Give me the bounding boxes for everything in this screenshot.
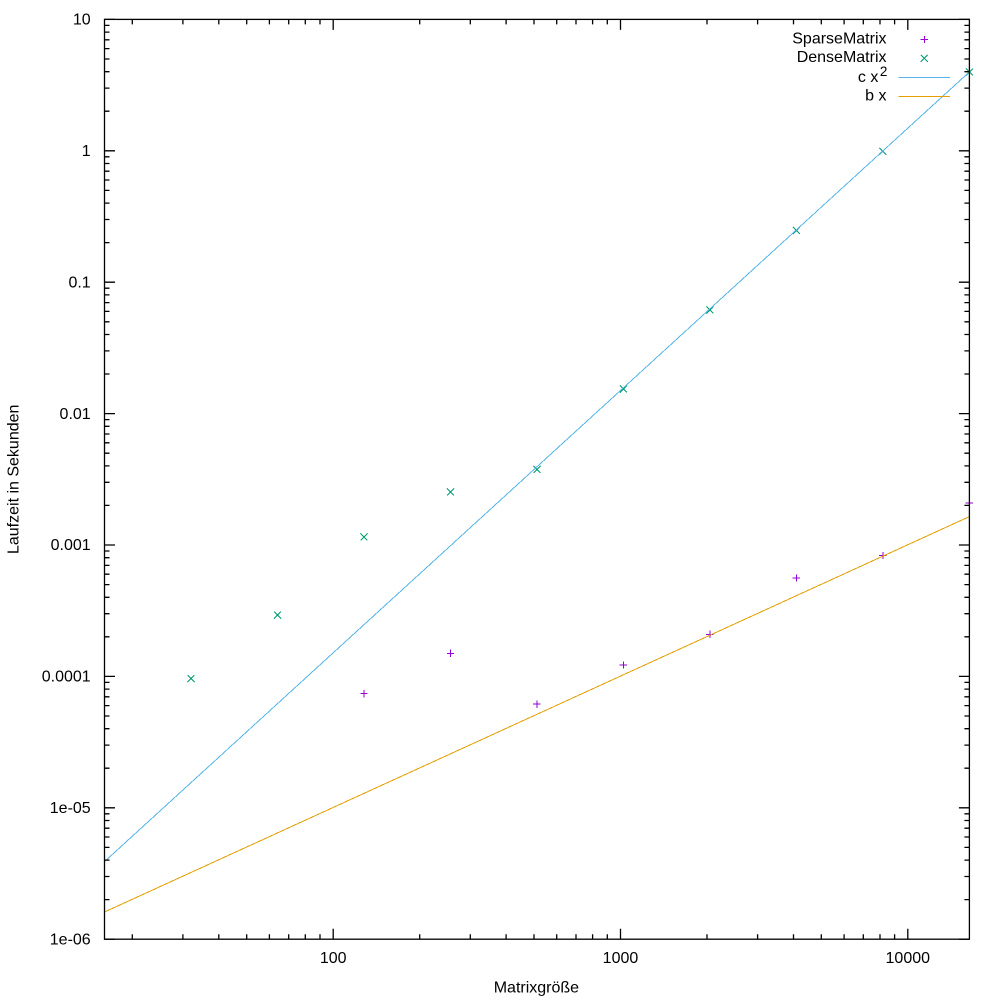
svg-text:SparseMatrix: SparseMatrix bbox=[792, 30, 886, 47]
svg-text:1: 1 bbox=[82, 143, 91, 160]
svg-text:0.0001: 0.0001 bbox=[42, 669, 91, 686]
svg-text:10000: 10000 bbox=[886, 950, 931, 967]
svg-text:0.1: 0.1 bbox=[68, 274, 90, 291]
svg-text:0.01: 0.01 bbox=[60, 406, 91, 423]
svg-text:1e-06: 1e-06 bbox=[50, 931, 91, 948]
svg-text:1000: 1000 bbox=[603, 950, 639, 967]
svg-text:b x: b x bbox=[865, 88, 886, 105]
svg-text:10: 10 bbox=[73, 12, 91, 29]
svg-text:0.001: 0.001 bbox=[51, 537, 91, 554]
svg-text:Matrixgröße: Matrixgröße bbox=[494, 979, 579, 996]
svg-text:Laufzeit in Sekunden: Laufzeit in Sekunden bbox=[6, 405, 23, 554]
svg-text:DenseMatrix: DenseMatrix bbox=[797, 49, 887, 66]
svg-text:1e-05: 1e-05 bbox=[50, 800, 91, 817]
svg-text:100: 100 bbox=[320, 950, 347, 967]
